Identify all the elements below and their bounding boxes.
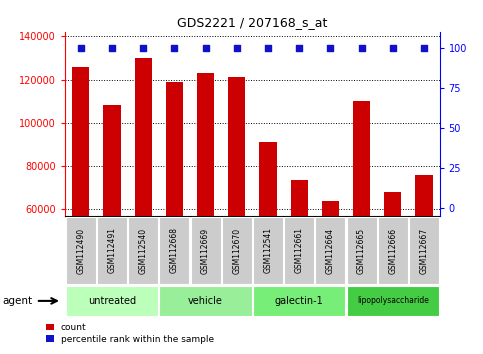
Bar <box>315 217 345 284</box>
Bar <box>378 217 408 284</box>
Bar <box>103 105 121 339</box>
Bar <box>159 286 252 316</box>
Text: GSM112665: GSM112665 <box>357 227 366 274</box>
Point <box>327 45 334 51</box>
Point <box>139 45 147 51</box>
Bar <box>409 217 439 284</box>
Bar <box>322 201 339 339</box>
Text: GSM112490: GSM112490 <box>76 227 85 274</box>
Bar <box>97 217 127 284</box>
Point <box>77 45 85 51</box>
Text: untreated: untreated <box>88 296 136 306</box>
Bar <box>66 286 158 316</box>
Text: agent: agent <box>2 296 32 306</box>
Bar <box>353 101 370 339</box>
Text: GSM112541: GSM112541 <box>263 228 272 273</box>
Bar <box>166 82 183 339</box>
Bar <box>72 67 89 339</box>
Bar <box>253 286 345 316</box>
Point <box>358 45 366 51</box>
Bar <box>291 180 308 339</box>
Text: GSM112669: GSM112669 <box>201 227 210 274</box>
Text: GSM112661: GSM112661 <box>295 228 304 273</box>
Bar <box>253 217 283 284</box>
Point <box>264 45 272 51</box>
Bar <box>197 73 214 339</box>
Text: GSM112670: GSM112670 <box>232 227 242 274</box>
Point <box>295 45 303 51</box>
Bar <box>159 217 189 284</box>
Point <box>389 45 397 51</box>
Text: GSM112667: GSM112667 <box>419 227 428 274</box>
Bar <box>259 142 277 339</box>
Text: GSM112668: GSM112668 <box>170 228 179 273</box>
Bar <box>347 217 377 284</box>
Text: galectin-1: galectin-1 <box>275 296 324 306</box>
Point <box>233 45 241 51</box>
Bar <box>415 175 432 339</box>
Bar <box>128 217 158 284</box>
Text: vehicle: vehicle <box>188 296 223 306</box>
Point <box>170 45 178 51</box>
Point <box>202 45 210 51</box>
Text: GSM112491: GSM112491 <box>108 228 116 273</box>
Title: GDS2221 / 207168_s_at: GDS2221 / 207168_s_at <box>177 16 327 29</box>
Bar <box>347 286 439 316</box>
Bar <box>284 217 314 284</box>
Bar <box>222 217 252 284</box>
Point <box>420 45 428 51</box>
Text: GSM112666: GSM112666 <box>388 227 397 274</box>
Bar <box>66 217 96 284</box>
Legend: count, percentile rank within the sample: count, percentile rank within the sample <box>45 323 214 344</box>
Bar <box>228 77 245 339</box>
Text: GSM112540: GSM112540 <box>139 227 148 274</box>
Point <box>108 45 116 51</box>
Text: GSM112664: GSM112664 <box>326 227 335 274</box>
Bar <box>191 217 221 284</box>
Text: lipopolysaccharide: lipopolysaccharide <box>357 296 429 306</box>
Bar <box>135 58 152 339</box>
Bar <box>384 192 401 339</box>
